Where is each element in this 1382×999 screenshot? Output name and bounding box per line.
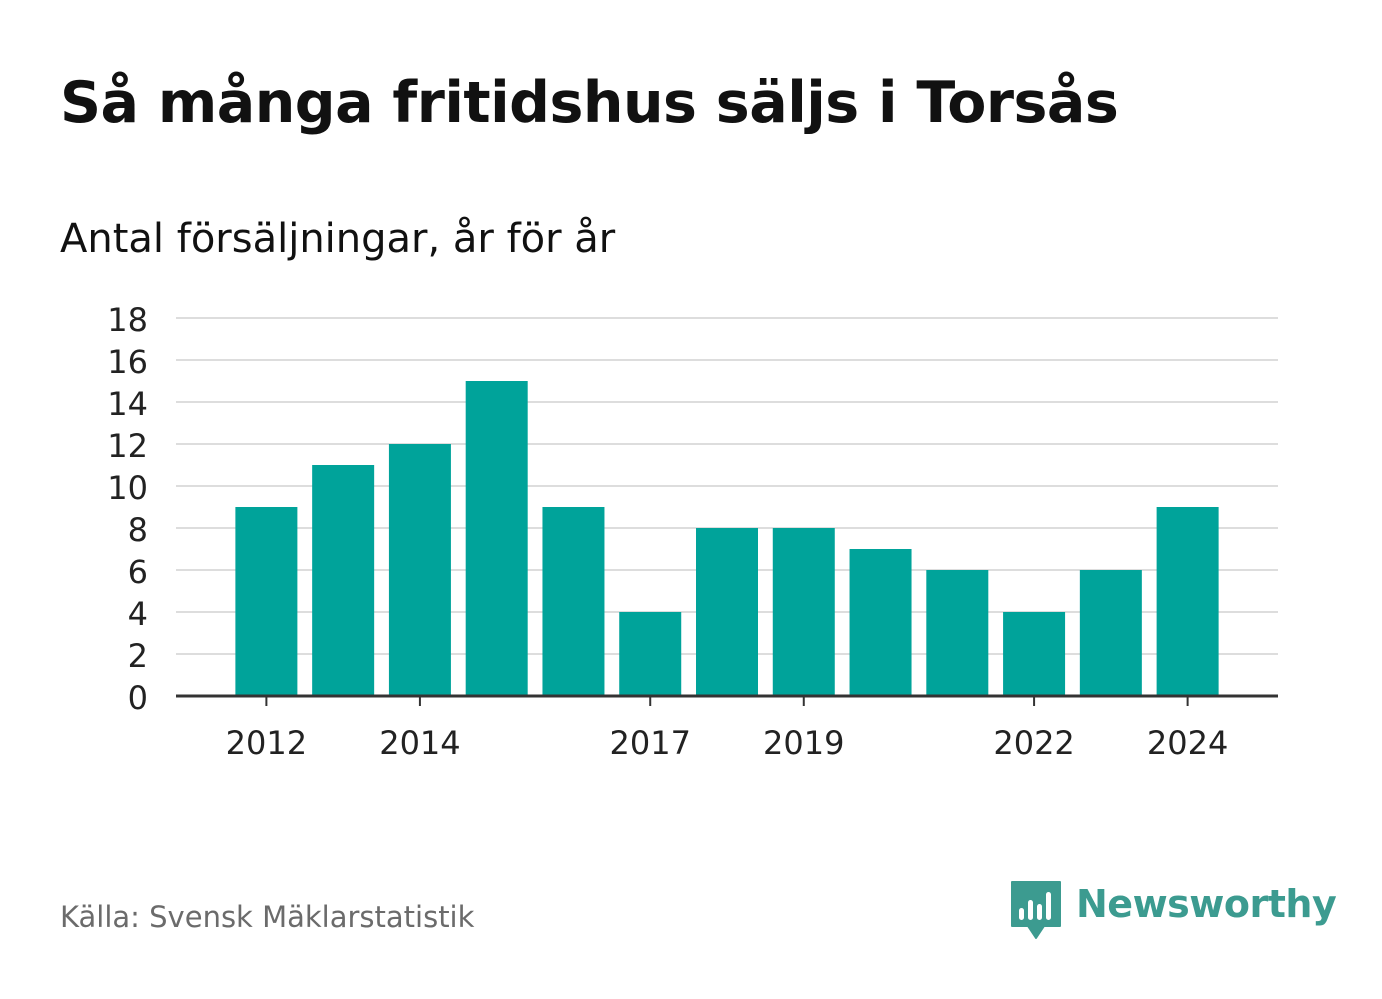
bars	[235, 381, 1219, 696]
y-tick-label: 4	[128, 595, 148, 633]
y-tick-label: 8	[128, 511, 148, 549]
bar-2019	[772, 528, 835, 696]
x-tick-label: 2022	[993, 724, 1074, 762]
bar-2016	[542, 507, 605, 696]
bar-2022	[1003, 612, 1066, 696]
y-tick-label: 16	[107, 343, 148, 381]
y-axis-ticks: 0 2 4 6 8 10 12 14 16 18	[107, 301, 148, 717]
bar-2015	[465, 381, 528, 696]
bar-2021	[926, 570, 989, 696]
y-tick-label: 2	[128, 637, 148, 675]
bar-2013	[312, 465, 375, 696]
bar-2018	[696, 528, 758, 696]
source-note: Källa: Svensk Mäklarstatistik	[60, 900, 475, 934]
chart-title: Så många fritidshus säljs i Torsås	[60, 70, 1119, 136]
x-axis-ticks: 2012 2014 2017 2019 2022 2024	[226, 696, 1228, 762]
bar-2023	[1079, 570, 1142, 696]
y-tick-label: 10	[107, 469, 148, 507]
y-tick-label: 18	[107, 301, 148, 339]
bar-2020	[849, 549, 912, 696]
y-tick-label: 0	[128, 679, 148, 717]
x-tick-label: 2017	[610, 724, 691, 762]
x-tick-label: 2012	[226, 724, 307, 762]
logo-text: Newsworthy	[1076, 882, 1337, 926]
bar-2017	[619, 612, 682, 696]
bar-2014	[388, 444, 451, 696]
chart-subtitle: Antal försäljningar, år för år	[60, 216, 616, 262]
x-tick-label: 2019	[763, 724, 844, 762]
y-tick-label: 14	[107, 385, 148, 423]
bar-2024	[1156, 507, 1219, 696]
newsworthy-logo-icon	[1011, 881, 1061, 939]
newsworthy-logo: Newsworthy	[1010, 880, 1337, 940]
x-tick-label: 2014	[379, 724, 460, 762]
bar-2012	[235, 507, 298, 696]
x-tick-label: 2024	[1147, 724, 1228, 762]
y-tick-label: 12	[107, 427, 148, 465]
y-tick-label: 6	[128, 553, 148, 591]
